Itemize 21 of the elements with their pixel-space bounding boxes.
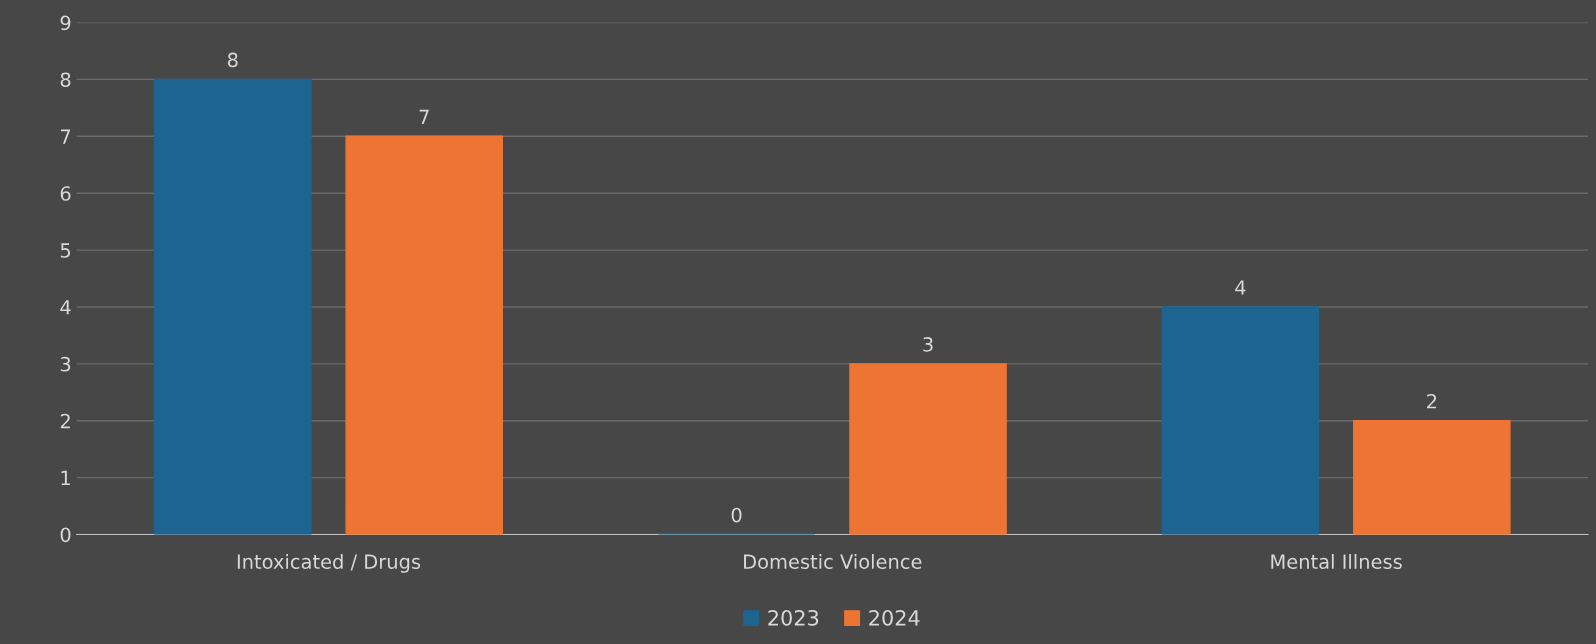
y-tick-label: 6 (60, 186, 71, 201)
data-label: 0 (731, 507, 742, 523)
y-tick-label: 8 (60, 72, 71, 88)
x-tick-label: Intoxicated / Drugs (237, 553, 421, 573)
data-label: 2 (1427, 393, 1437, 409)
legend-label: 2024 (869, 609, 920, 626)
y-tick-label: 2 (60, 413, 70, 429)
data-label: 7 (419, 109, 429, 124)
y-tick-label: 1 (61, 470, 70, 486)
data-label: 4 (1235, 280, 1246, 295)
y-tick-label: 5 (60, 243, 71, 258)
y-tick-label: 7 (60, 129, 71, 144)
y-tick-label: 0 (60, 527, 71, 543)
legend-label: 2023 (768, 609, 819, 626)
data-label: 8 (227, 52, 238, 68)
y-tick-label: 9 (60, 15, 71, 31)
x-tick-label: Domestic Violence (744, 553, 922, 570)
x-tick-label: Mental Illness (1271, 553, 1402, 570)
y-tick-label: 4 (60, 300, 71, 315)
data-label: 3 (923, 337, 933, 352)
y-tick-label: 3 (60, 356, 71, 372)
